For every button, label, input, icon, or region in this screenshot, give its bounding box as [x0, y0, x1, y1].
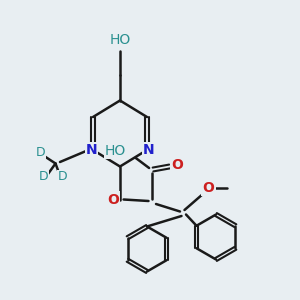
- Text: D: D: [58, 170, 68, 184]
- Text: D: D: [36, 146, 45, 160]
- Text: N: N: [143, 143, 154, 157]
- Text: HO: HO: [105, 144, 126, 158]
- Text: O: O: [171, 158, 183, 172]
- Text: D: D: [39, 170, 48, 184]
- Text: HO: HO: [110, 34, 130, 47]
- Text: O: O: [107, 193, 119, 206]
- Text: O: O: [202, 181, 214, 194]
- Text: N: N: [86, 143, 97, 157]
